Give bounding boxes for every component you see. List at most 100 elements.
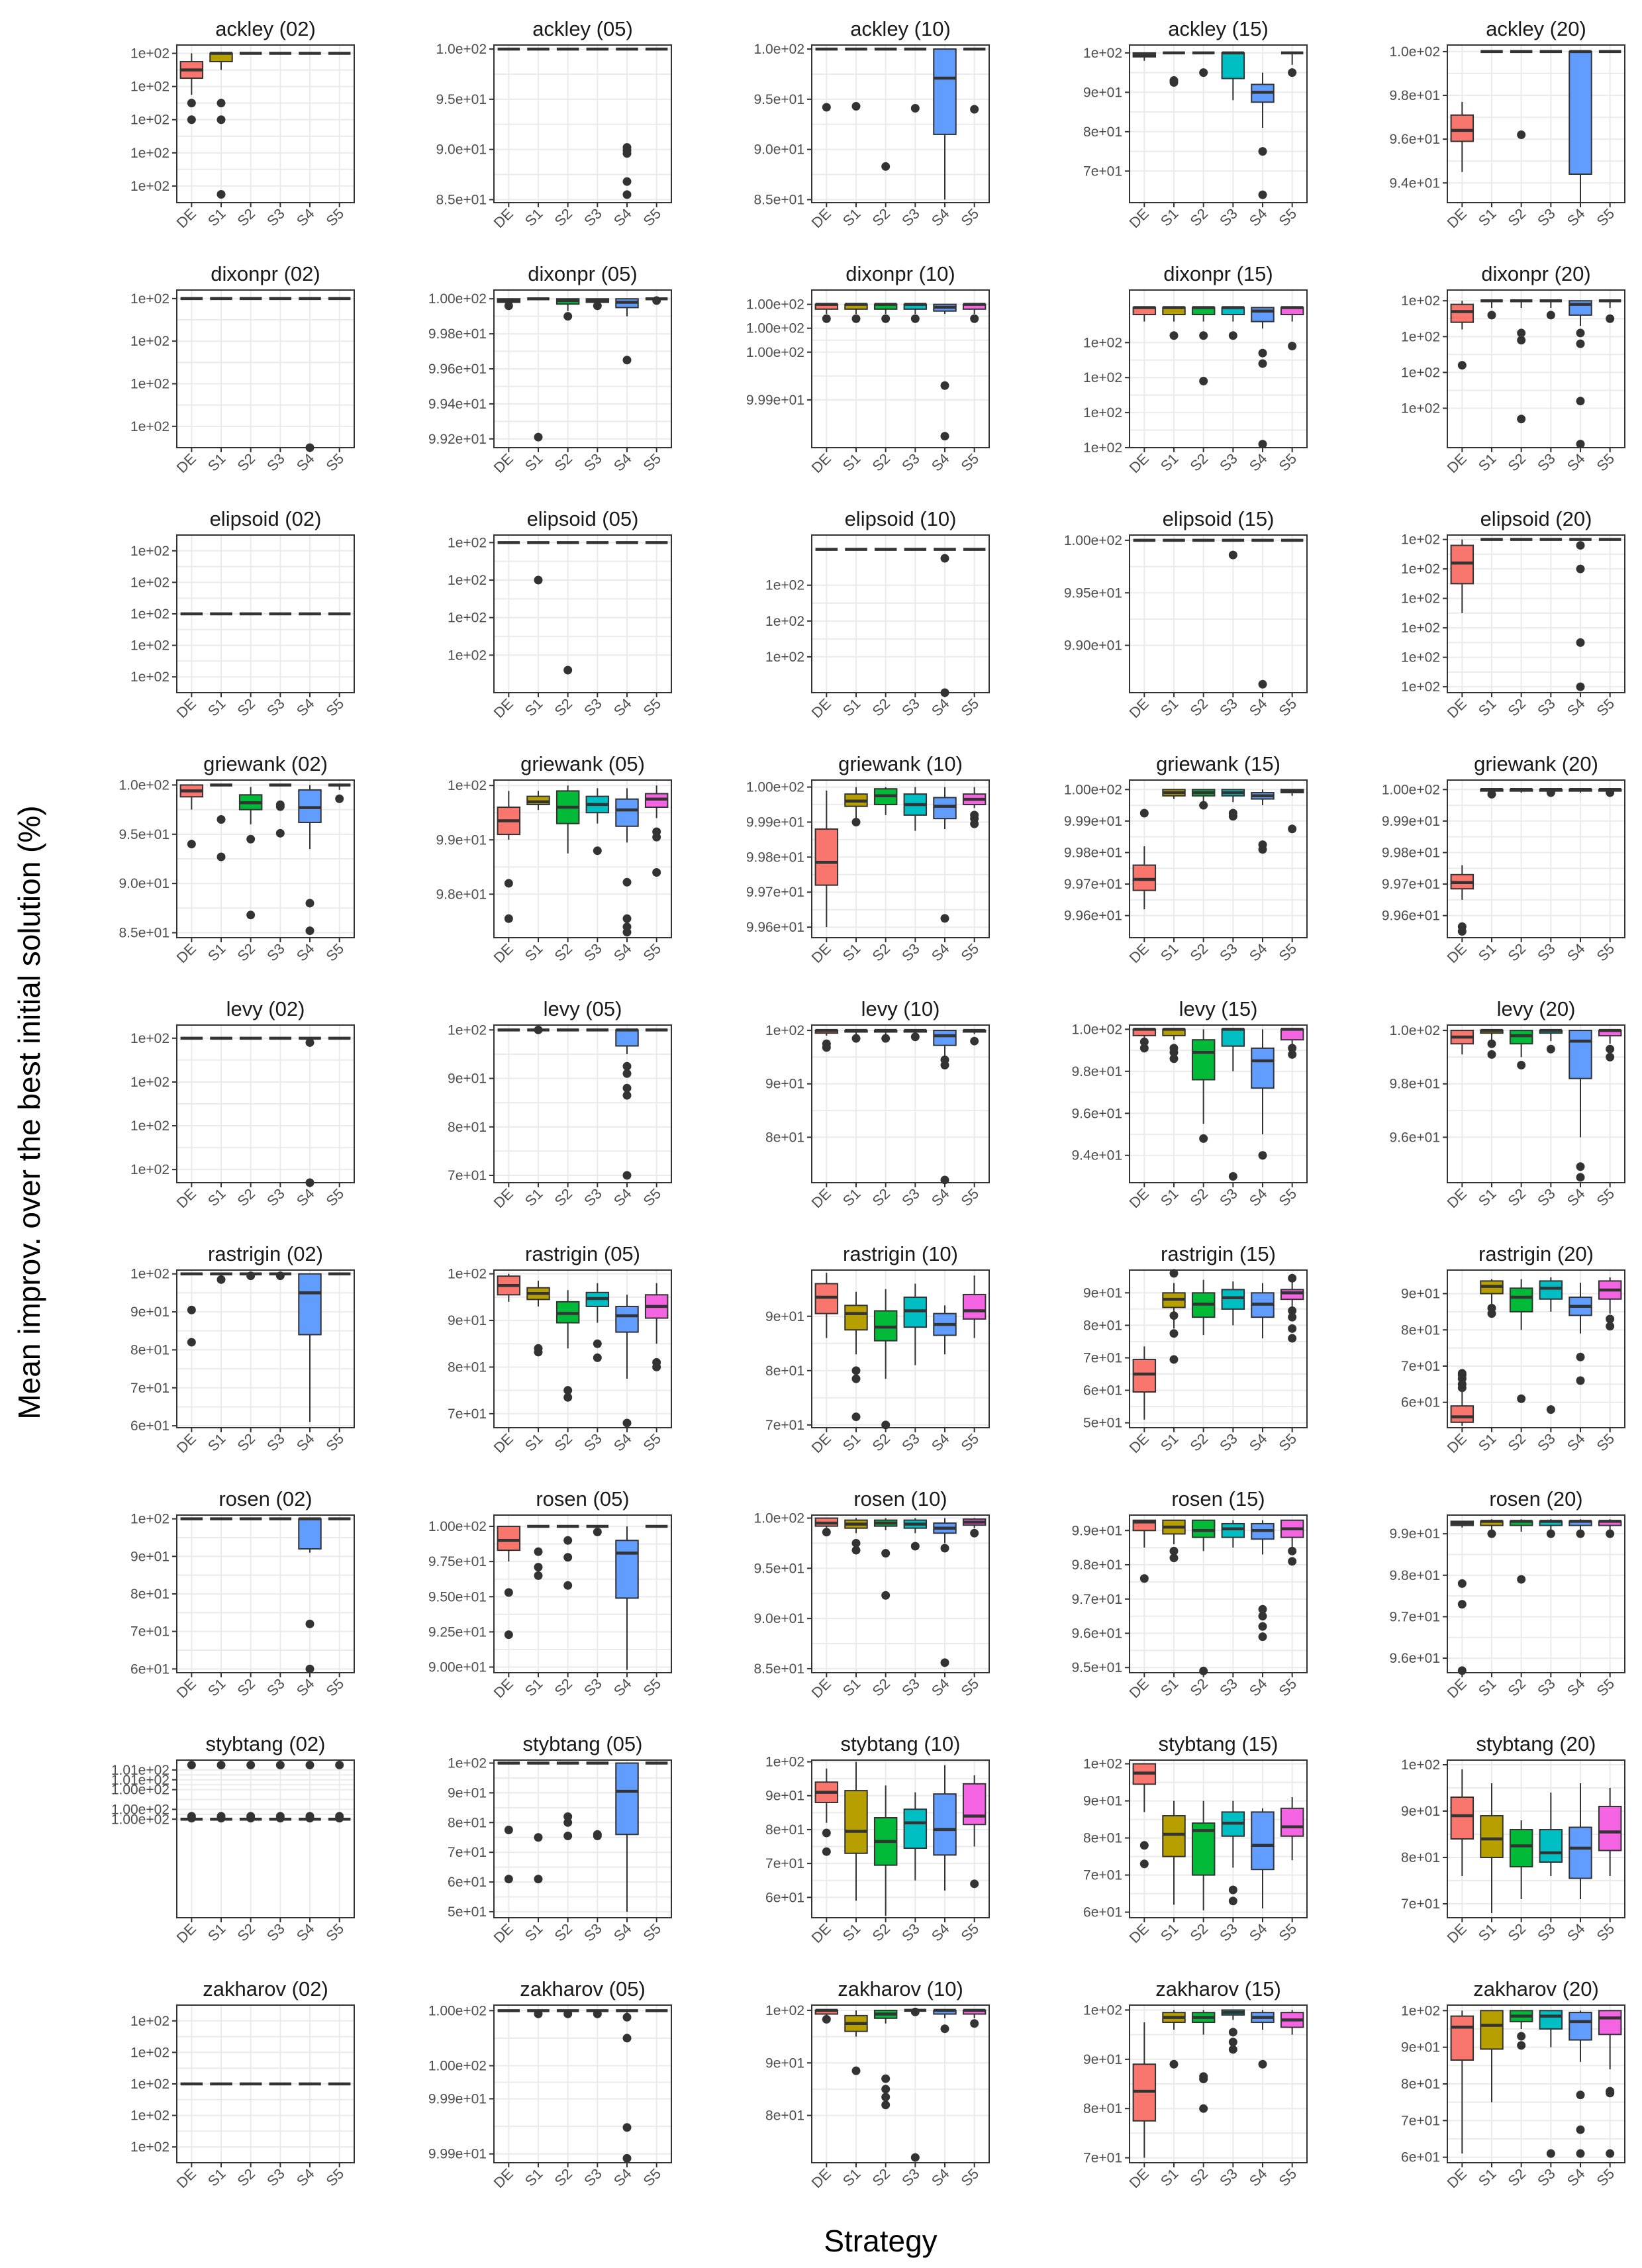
x-tick-label: DE	[1126, 695, 1152, 721]
panel-border	[1129, 779, 1308, 938]
box-s4	[933, 2008, 957, 2034]
x-tick-label: S5	[322, 695, 347, 720]
x-tick-label: S1	[522, 1920, 546, 1945]
box-de	[497, 1526, 521, 1640]
box-s2	[1510, 299, 1533, 424]
outlier-point	[563, 2009, 573, 2018]
x-tick-label: S3	[1216, 205, 1241, 230]
y-tick-label: 1e+02	[130, 377, 169, 392]
outlier-point	[1546, 1044, 1555, 1054]
box-s1	[210, 1760, 232, 1823]
y-tick-label: 1e+02	[1401, 532, 1440, 548]
x-tick-label: S1	[1157, 1185, 1182, 1210]
box-s2	[556, 1761, 579, 1841]
box-body	[962, 1783, 987, 1826]
outlier-point	[1576, 339, 1585, 348]
x-tick-label: S4	[610, 1185, 635, 1210]
box-s4	[1569, 1783, 1592, 1899]
panel-background	[812, 1025, 989, 1183]
panel-border	[811, 2004, 990, 2163]
outlier-point	[1258, 2059, 1267, 2069]
box-s5	[644, 785, 669, 877]
x-tick-label: S4	[1246, 1185, 1271, 1210]
x-tick-label: S5	[1275, 940, 1300, 965]
y-tick-label: 1e+02	[1083, 2002, 1122, 2018]
outlier-point	[1517, 336, 1526, 345]
x-tick-label: DE	[1126, 940, 1152, 966]
box-de	[814, 1273, 839, 1338]
box-s1	[527, 1761, 550, 1884]
outlier-point	[1517, 130, 1526, 140]
box-s5	[1598, 1028, 1622, 1061]
x-tick-label: DE	[808, 1430, 834, 1456]
box-s5	[1598, 2010, 1622, 2158]
x-tick-label: DE	[1126, 2165, 1152, 2191]
y-tick-label: 1.0e+02	[119, 777, 170, 793]
panel-title: levy (05)	[544, 997, 622, 1020]
box-s5	[962, 1275, 987, 1338]
y-tick-label: 9.5e+01	[119, 827, 170, 842]
panel-title: stybtang (02)	[206, 1732, 326, 1755]
box-body	[615, 1029, 639, 1047]
x-tick-label: S3	[581, 695, 605, 720]
y-tick-label: 9e+01	[765, 1077, 804, 1092]
panel-background	[1447, 1760, 1625, 1918]
outlier-point	[246, 834, 256, 844]
box-s2	[555, 785, 580, 854]
x-tick-label: S3	[898, 695, 923, 720]
box-de	[497, 791, 521, 923]
outlier-point	[970, 1879, 979, 1889]
box-s2	[239, 1760, 262, 1823]
y-tick-label: 7e+01	[1401, 1359, 1440, 1374]
x-tick-label: S2	[551, 1185, 575, 1210]
y-tick-label: 9.6e+01	[1390, 132, 1441, 147]
panel-title: ackley (05)	[532, 17, 633, 40]
x-tick-label: S3	[1216, 1185, 1241, 1210]
y-tick-label: 8e+01	[1401, 1322, 1440, 1338]
x-tick-label: S5	[1275, 450, 1300, 475]
x-tick-label: S5	[1593, 1675, 1618, 1700]
box-body	[962, 1293, 987, 1320]
y-tick-label: 1e+02	[130, 1075, 169, 1090]
x-tick-label: S2	[1186, 940, 1211, 965]
x-tick-label: S2	[1504, 940, 1529, 965]
y-tick-label: 9.96e+01	[1382, 909, 1440, 924]
outlier-point	[940, 554, 949, 563]
x-tick-label: S4	[1246, 695, 1271, 720]
panel-border	[1129, 289, 1308, 448]
x-tick-label: DE	[491, 205, 516, 231]
y-tick-label: 9.8e+01	[1072, 1064, 1123, 1079]
x-tick-label: S5	[1593, 940, 1618, 965]
x-tick-label: S3	[1216, 2165, 1241, 2190]
box-s5	[645, 296, 668, 305]
box-body	[1480, 1815, 1504, 1858]
x-tick-label: S3	[1216, 1675, 1241, 1700]
outlier-point	[1288, 1324, 1297, 1333]
box-s1	[844, 1028, 868, 1043]
box-body	[1251, 1811, 1275, 1871]
outlier-point	[1169, 1311, 1179, 1320]
outlier-point	[1199, 801, 1208, 810]
panel: rastrigin (02) 6e+01 7e+01 8e+01 9e+01 1e+02 D…	[130, 1242, 355, 1456]
x-tick-label: S1	[205, 1185, 229, 1210]
x-tick-label: DE	[173, 1185, 199, 1211]
y-tick-label: 1.0e+02	[754, 1511, 805, 1526]
outlier-point	[622, 1171, 632, 1180]
y-tick-label: 1e+02	[130, 146, 169, 161]
y-tick-label: 1e+02	[765, 1023, 804, 1038]
box-s1	[844, 303, 868, 323]
outlier-point	[910, 1542, 920, 1551]
panel-background	[177, 1270, 354, 1428]
outlier-point	[563, 1812, 573, 1821]
outlier-point	[970, 819, 979, 828]
panel-background	[1130, 780, 1307, 938]
x-tick-label: S5	[957, 1675, 982, 1700]
outlier-point	[822, 1828, 831, 1838]
outlier-point	[217, 1275, 226, 1284]
box-de	[1132, 1763, 1157, 1869]
outlier-point	[1169, 1269, 1179, 1278]
outlier-point	[1228, 2028, 1237, 2037]
panel: ackley (02) 1e+02 1e+02 1e+02 1e+02 1e+02 DE S1…	[130, 17, 355, 231]
outlier-point	[1546, 1405, 1555, 1414]
